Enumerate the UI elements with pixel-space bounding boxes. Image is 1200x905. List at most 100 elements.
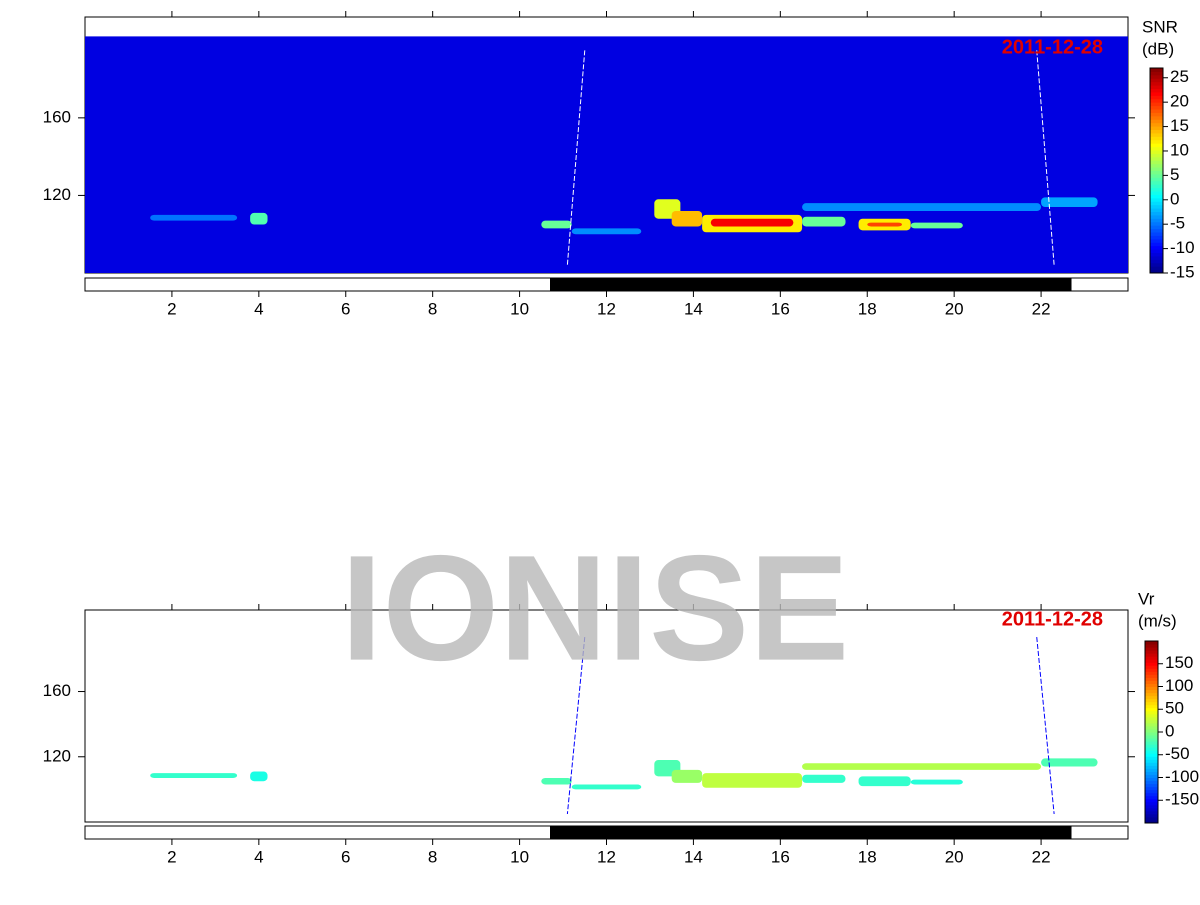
x-tick-label: 12: [597, 847, 616, 866]
colorbar-slice: [1145, 795, 1158, 800]
colorbar-slice: [1150, 136, 1163, 141]
x-tick-label: 8: [428, 847, 437, 866]
colorbar-tick-label: -5: [1170, 214, 1185, 233]
colorbar-slice: [1145, 774, 1158, 778]
colorbar-slice: [1145, 701, 1158, 706]
colorbar-slice: [1145, 722, 1158, 727]
night-bar: [550, 278, 1072, 291]
colorbar-tick-label: -10: [1170, 238, 1195, 257]
colorbar-tick-label: 10: [1170, 140, 1189, 159]
colorbar-slice: [1145, 780, 1158, 785]
colorbar-slice: [1150, 211, 1163, 216]
colorbar-slice: [1145, 680, 1158, 684]
colorbar-slice: [1150, 85, 1163, 89]
colorbar-slice: [1145, 653, 1158, 657]
echo-cell: [1041, 758, 1098, 767]
echo-cell: [910, 779, 963, 785]
echo-cell: [150, 214, 238, 221]
colorbar-slice: [1145, 789, 1158, 794]
echo-cell: [858, 776, 911, 787]
echo-cell: [802, 216, 846, 227]
colorbar-slice: [1150, 197, 1163, 202]
y-tick-label: 120: [43, 746, 71, 765]
colorbar-slice: [1145, 765, 1158, 769]
colorbar-slice: [1150, 208, 1163, 212]
date-label: 2011-12-28: [1002, 36, 1103, 58]
colorbar-slice: [1150, 74, 1163, 79]
colorbar-slice: [1145, 698, 1158, 703]
colorbar-slice: [1150, 180, 1163, 185]
colorbar-slice: [1145, 644, 1158, 648]
x-tick-label: 12: [597, 299, 616, 318]
colorbar-slice: [1145, 801, 1158, 806]
colorbar-slice: [1150, 170, 1163, 175]
colorbar-slice: [1150, 262, 1163, 267]
colorbar-slice: [1145, 759, 1158, 763]
colorbar-slice: [1145, 738, 1158, 742]
colorbar-slice: [1150, 218, 1163, 223]
colorbar-slice: [1145, 741, 1158, 745]
colorbar-slice: [1145, 671, 1158, 675]
echo-cell: [541, 777, 572, 785]
colorbar-slice: [1145, 683, 1158, 687]
date-label: 2011-12-28: [1002, 608, 1103, 630]
x-tick-label: 8: [428, 299, 437, 318]
x-tick-label: 16: [771, 847, 790, 866]
colorbar-slice: [1145, 692, 1158, 697]
colorbar-slice: [1150, 245, 1163, 250]
colorbar-slice: [1150, 221, 1163, 226]
colorbar-slice: [1145, 689, 1158, 694]
y-tick-label: 120: [43, 185, 71, 204]
y-tick-label: 160: [43, 681, 71, 700]
x-tick-label: 4: [254, 299, 263, 318]
colorbar-tick-label: 15: [1170, 116, 1189, 135]
colorbar-slice: [1150, 249, 1163, 253]
colorbar-slice: [1145, 744, 1158, 748]
x-tick-label: 6: [341, 847, 350, 866]
watermark: IONISE: [341, 524, 849, 692]
colorbar-slice: [1150, 150, 1163, 154]
colorbar-slice: [1150, 129, 1163, 134]
x-tick-label: 14: [684, 847, 703, 866]
colorbar-slice: [1150, 214, 1163, 219]
colorbar-slice: [1145, 656, 1158, 660]
x-tick-label: 18: [858, 847, 877, 866]
colorbar-slice: [1150, 204, 1163, 209]
colorbar-slice: [1150, 225, 1163, 230]
colorbar-tick-label: 150: [1165, 653, 1193, 672]
colorbar-frame: [1149, 67, 1164, 274]
y-tick-label: 160: [43, 107, 71, 126]
colorbar-slice: [1145, 647, 1158, 651]
x-tick-label: 20: [945, 299, 964, 318]
echo-cell: [541, 220, 572, 229]
colorbar-slice: [1150, 139, 1163, 144]
terminator: [566, 636, 586, 815]
colorbar-tick-label: -50: [1165, 744, 1190, 763]
colorbar-tick-label: 0: [1170, 189, 1179, 208]
panels: 2 4 6 8 10 12 14 16 18 20 221201602011-12-28252015…: [43, 11, 1199, 866]
colorbar-slice: [1145, 783, 1158, 788]
colorbar-slice: [1150, 184, 1163, 189]
colorbar-slice: [1150, 91, 1163, 96]
colorbar-slice: [1145, 747, 1158, 751]
colorbar-slice: [1145, 735, 1158, 739]
colorbar-title: SNR: [1142, 17, 1178, 36]
colorbar-slice: [1145, 792, 1158, 797]
colorbar-slice: [1150, 228, 1163, 233]
colorbar-slice: [1150, 68, 1163, 72]
colorbar-unit: (dB): [1142, 39, 1174, 58]
colorbar-slice: [1145, 716, 1158, 721]
colorbar-slice: [1145, 662, 1158, 666]
colorbar-title: Vr: [1138, 589, 1155, 608]
colorbar-slice: [1145, 732, 1158, 736]
colorbar-slice: [1150, 78, 1163, 83]
colorbar-slice: [1150, 238, 1163, 243]
x-tick-label: 2: [167, 847, 176, 866]
colorbar-slice: [1145, 719, 1158, 724]
echo-cell: [671, 769, 703, 783]
colorbar-slice: [1145, 668, 1158, 672]
colorbar-slice: [1150, 109, 1163, 113]
colorbar-slice: [1145, 674, 1158, 678]
colorbar-slice: [1150, 173, 1163, 178]
